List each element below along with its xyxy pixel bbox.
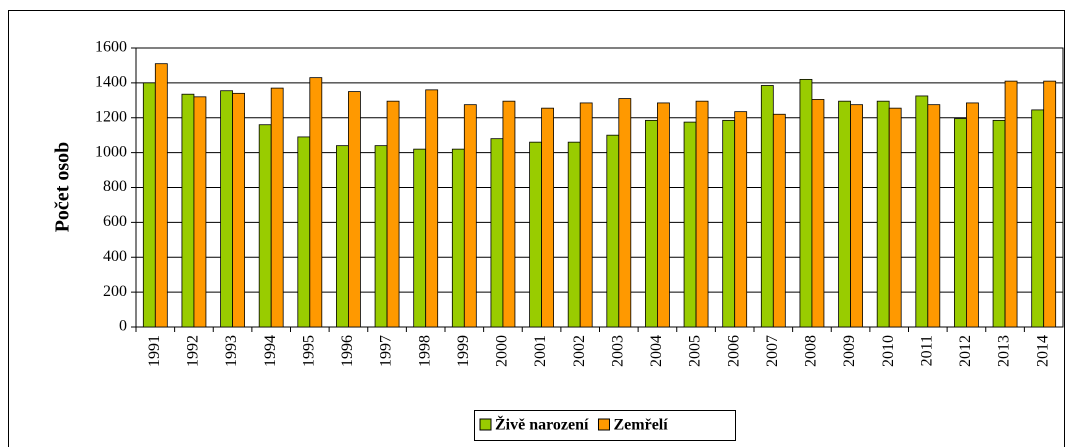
- bar: [142, 82, 156, 328]
- y-tick-label: 1200: [95, 108, 127, 125]
- x-tick-label: 1999: [455, 335, 472, 367]
- x-tick-label: 1995: [300, 335, 317, 367]
- bar: [490, 138, 504, 328]
- bar: [193, 96, 207, 328]
- y-tick-label: 1000: [95, 143, 127, 160]
- bar: [954, 118, 967, 328]
- y-tick-label: 800: [103, 178, 127, 195]
- bar: [850, 104, 863, 328]
- x-tick-label: 1994: [262, 335, 279, 367]
- bar: [888, 107, 902, 328]
- bar: [657, 102, 670, 328]
- bar: [463, 104, 477, 328]
- x-tick-label: 2002: [571, 335, 588, 367]
- bar: [1031, 109, 1045, 328]
- bar: [425, 89, 439, 328]
- bar: [606, 134, 620, 328]
- bar: [760, 85, 774, 328]
- bar: [220, 90, 233, 328]
- bar: [232, 92, 245, 328]
- y-tick-label: 0: [119, 318, 127, 335]
- bar: [502, 100, 516, 328]
- bar: [336, 145, 349, 328]
- legend-swatch: [479, 418, 492, 431]
- bar: [154, 63, 168, 328]
- x-tick-label: 2005: [687, 335, 704, 367]
- x-tick-label: 1992: [185, 335, 202, 367]
- bar: [734, 111, 748, 328]
- bar: [297, 136, 311, 328]
- legend-label: Živě narození: [495, 415, 589, 434]
- bar: [695, 100, 709, 328]
- bar: [992, 119, 1006, 328]
- x-tick-label: 2012: [957, 335, 974, 367]
- bar: [270, 87, 284, 328]
- legend-label: Zemřelí: [613, 417, 668, 434]
- bar: [915, 95, 929, 328]
- bar: [374, 145, 388, 328]
- bar: [1004, 80, 1018, 328]
- bar: [645, 119, 658, 328]
- bar: [966, 102, 979, 328]
- x-tick-label: 2010: [880, 335, 897, 367]
- x-tick-label: 2009: [841, 335, 858, 367]
- x-tick-label: 2007: [764, 335, 781, 367]
- bar: [1043, 80, 1057, 328]
- bar: [181, 93, 195, 328]
- bar: [309, 77, 323, 328]
- bar: [567, 141, 581, 328]
- bar: [451, 148, 465, 328]
- bar: [838, 100, 851, 328]
- x-tick-label: 1997: [378, 335, 395, 367]
- bar: [927, 104, 941, 328]
- x-tick-label: 2006: [725, 335, 742, 367]
- bar: [811, 99, 825, 328]
- x-tick-label: 1993: [223, 335, 240, 367]
- y-tick-label: 1400: [95, 74, 127, 91]
- bar: [579, 102, 593, 328]
- x-tick-label: 2011: [918, 335, 935, 366]
- y-tick-label: 1600: [95, 39, 127, 56]
- legend-swatch: [597, 418, 610, 431]
- bar: [876, 100, 890, 328]
- x-tick-label: 2008: [803, 335, 820, 367]
- bar: [348, 91, 361, 328]
- bar: [772, 113, 786, 328]
- x-tick-label: 2003: [609, 335, 626, 367]
- x-tick-label: 2004: [648, 335, 665, 367]
- x-tick-label: 1998: [416, 335, 433, 367]
- y-tick-label: 600: [103, 213, 127, 230]
- bar: [413, 148, 427, 328]
- x-tick-label: 2001: [532, 335, 549, 367]
- x-tick-label: 1996: [339, 335, 356, 367]
- y-axis-label: Počet osob: [52, 142, 74, 233]
- bar: [618, 98, 632, 328]
- x-tick-label: 1991: [146, 335, 163, 367]
- bar: [529, 141, 542, 328]
- bar: [386, 100, 400, 328]
- bar: [683, 121, 697, 328]
- bar: [799, 78, 813, 328]
- x-tick-label: 2013: [996, 335, 1013, 367]
- y-tick-label: 200: [103, 283, 127, 300]
- bar: [722, 119, 736, 328]
- bar: [258, 124, 272, 328]
- bar: [541, 107, 554, 328]
- y-tick-label: 400: [103, 248, 127, 265]
- x-tick-label: 2014: [1034, 335, 1051, 367]
- x-tick-label: 2000: [494, 335, 511, 367]
